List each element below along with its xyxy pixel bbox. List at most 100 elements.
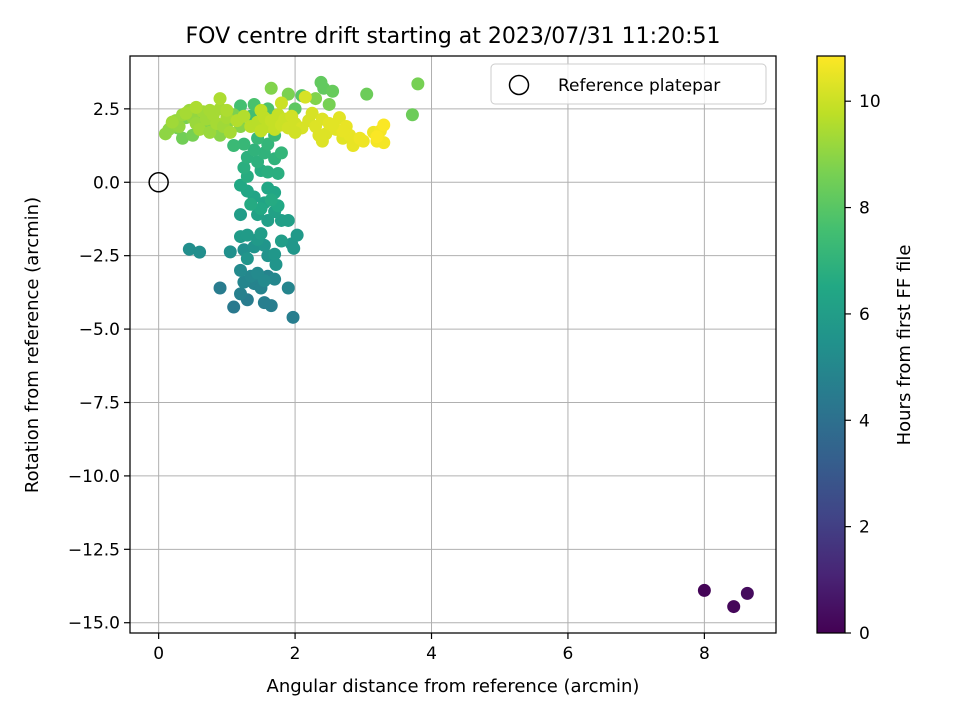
data-point	[254, 227, 268, 241]
data-point	[727, 600, 741, 614]
data-point	[322, 97, 336, 111]
data-point	[286, 310, 300, 324]
data-point	[213, 281, 227, 295]
data-point	[165, 115, 179, 129]
y-tick-label: −7.5	[79, 393, 120, 413]
data-point	[179, 106, 193, 120]
data-point	[176, 131, 190, 145]
y-tick-label: −10.0	[68, 467, 120, 487]
scatter-points	[158, 75, 754, 614]
data-point	[234, 208, 248, 222]
legend-box	[490, 63, 767, 105]
data-point	[257, 274, 271, 288]
x-tick-label: 8	[699, 644, 710, 664]
data-point	[193, 245, 207, 259]
data-point	[281, 87, 295, 101]
y-axis-label: Rotation from reference (arcmin)	[22, 197, 43, 493]
plot-frame	[129, 55, 777, 634]
data-point	[287, 241, 301, 255]
reference-marker	[148, 172, 169, 193]
data-point	[288, 125, 302, 139]
data-point	[326, 118, 340, 132]
y-tick-label: −2.5	[79, 247, 120, 267]
colorbar-tick-label: 10	[859, 92, 881, 112]
data-point	[220, 103, 234, 117]
data-point	[223, 245, 237, 259]
data-point	[264, 81, 278, 95]
data-point	[312, 128, 326, 142]
colorbar-tick-label: 4	[859, 411, 870, 431]
data-point	[326, 84, 340, 98]
data-point	[740, 586, 754, 600]
data-point	[182, 242, 196, 256]
data-point	[257, 296, 271, 310]
data-point	[405, 108, 419, 122]
y-tick-label: 2.5	[93, 100, 120, 120]
data-point	[251, 155, 265, 169]
data-point	[274, 96, 288, 110]
data-point	[281, 213, 295, 227]
data-point	[237, 161, 251, 175]
data-point	[290, 228, 304, 242]
y-tick-label: −5.0	[79, 320, 120, 340]
data-point	[240, 228, 254, 242]
data-point	[223, 125, 237, 139]
data-point	[370, 130, 384, 144]
chart-title: FOV centre drift starting at 2023/07/31 …	[186, 24, 721, 49]
data-point	[261, 213, 275, 227]
colorbar-tick-label: 2	[859, 518, 870, 538]
data-point	[305, 106, 319, 120]
x-tick-label: 4	[426, 644, 437, 664]
data-point	[281, 281, 295, 295]
data-point	[234, 178, 248, 192]
data-point	[244, 197, 258, 211]
legend-entry-reference: Reference platepar	[558, 76, 720, 96]
grid-lines	[130, 56, 776, 633]
data-point	[271, 166, 285, 180]
colorbar-tick-label: 8	[859, 199, 870, 219]
data-point	[268, 272, 282, 286]
data-point	[203, 125, 217, 139]
data-point	[237, 137, 251, 151]
data-point	[203, 103, 217, 117]
data-point	[227, 300, 241, 314]
data-point	[213, 92, 227, 106]
colorbar: 0 2 4 6 8 10 Hours from first FF file	[816, 55, 915, 644]
data-point	[274, 146, 288, 160]
data-point	[261, 165, 275, 179]
y-tick-label: −12.5	[68, 540, 120, 560]
data-point	[377, 118, 391, 132]
data-point	[254, 202, 268, 216]
colorbar-tick-label: 0	[859, 624, 870, 644]
data-point	[264, 193, 278, 207]
y-tick-label: −15.0	[68, 614, 120, 634]
data-point	[298, 90, 312, 104]
x-tick-label: 6	[563, 644, 574, 664]
y-axis-ticks: 2.5 0.0 −2.5 −5.0 −7.5 −10.0 −12.5 −15.0	[68, 100, 130, 634]
data-point	[254, 103, 268, 117]
data-point	[234, 99, 248, 113]
data-point	[274, 234, 288, 248]
data-point	[240, 252, 254, 266]
data-point	[309, 92, 323, 106]
data-point	[234, 287, 248, 301]
x-axis-ticks: 0 2 4 6 8	[153, 633, 710, 664]
legend-reference-marker	[508, 74, 530, 96]
colorbar-tick-label: 6	[859, 305, 870, 325]
data-point	[234, 263, 248, 277]
x-tick-label: 2	[290, 644, 301, 664]
data-point	[237, 109, 251, 123]
data-point	[336, 124, 350, 138]
data-point	[411, 77, 425, 91]
data-point	[189, 100, 203, 114]
data-point	[227, 139, 241, 153]
data-point	[269, 257, 283, 271]
data-point	[247, 143, 261, 157]
data-point	[193, 122, 207, 136]
colorbar-bar	[816, 55, 846, 634]
x-tick-label: 0	[153, 644, 164, 664]
data-point	[356, 134, 370, 148]
colorbar-ticks: 0 2 4 6 8 10	[845, 92, 881, 644]
legend: Reference platepar	[490, 63, 767, 105]
